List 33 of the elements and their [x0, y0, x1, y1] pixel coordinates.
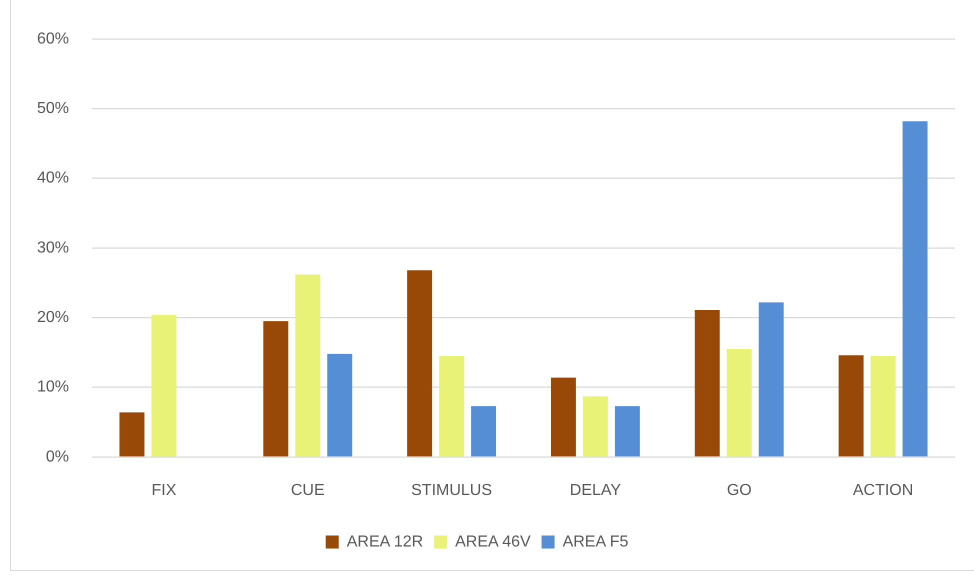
bar: [263, 321, 288, 456]
bar: [694, 310, 720, 456]
bar: [902, 121, 928, 456]
y-tick-label: 50%: [36, 100, 69, 118]
y-tick-label: 10%: [36, 378, 69, 396]
bar: [582, 396, 608, 456]
bar: [838, 355, 864, 456]
x-tick-label: GO: [726, 482, 752, 500]
y-tick-label: 40%: [36, 170, 69, 187]
bar: [327, 354, 352, 456]
x-tick-label: ACTION: [852, 482, 914, 500]
x-tick-label: CUE: [290, 482, 325, 500]
bar: [471, 406, 496, 456]
legend-label: AREA 12R: [346, 533, 424, 550]
x-tick-label: FIX: [151, 482, 177, 500]
y-tick-label: 20%: [36, 309, 69, 326]
bar: [870, 356, 896, 456]
y-tick-label: 60%: [36, 30, 69, 48]
y-tick-label: 0%: [46, 448, 69, 466]
bar: [550, 378, 576, 456]
bar: [726, 349, 752, 456]
bar: [614, 406, 640, 456]
bar: [407, 270, 432, 456]
bar: [151, 314, 176, 456]
bar: [295, 274, 320, 456]
x-tick-label: STIMULUS: [411, 482, 492, 500]
legend-label: AREA 46V: [455, 533, 532, 550]
bar: [439, 356, 464, 456]
legend-label: AREA F5: [562, 533, 628, 550]
bar: [758, 302, 784, 456]
x-tick-label: DELAY: [570, 482, 622, 500]
y-tick-label: 30%: [36, 239, 69, 256]
bar: [119, 412, 144, 456]
